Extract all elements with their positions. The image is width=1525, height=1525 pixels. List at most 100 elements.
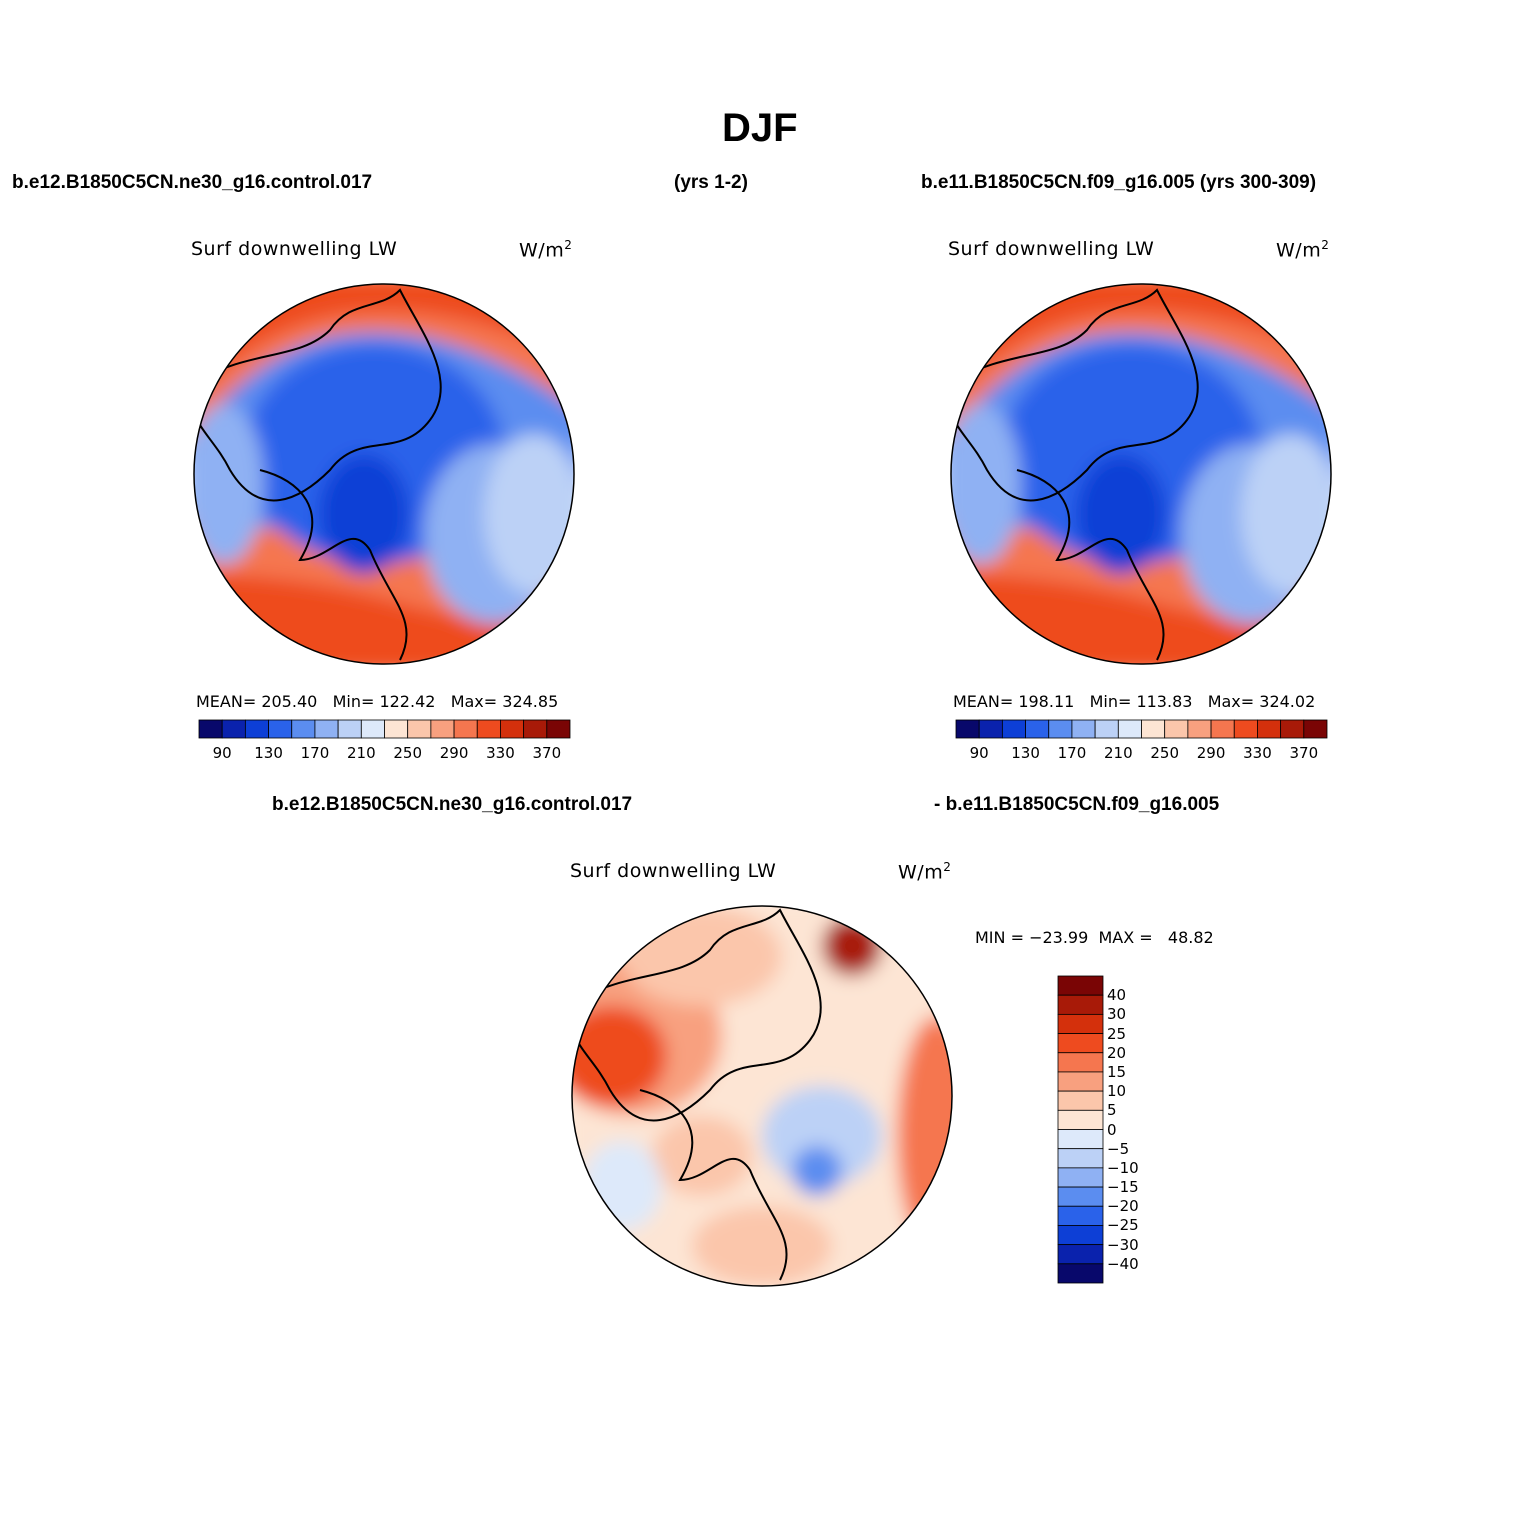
colorbar-tick-label: 290: [1196, 744, 1226, 762]
panel1-units: W/m: [519, 239, 565, 262]
colorbar-tick-label: −25: [1107, 1216, 1139, 1235]
colorbar-swatch: [500, 719, 525, 739]
panel2-colorbar: [955, 719, 1328, 739]
panel2-units-label: W/m2: [1276, 238, 1329, 261]
colorbar-swatch: [1187, 719, 1212, 739]
colorbar-tick-label: 330: [486, 744, 515, 762]
colorbar-tick-label: 15: [1107, 1062, 1127, 1081]
colorbar-tick-label: 170: [1057, 744, 1087, 762]
panel2-stats: MEAN= 198.11 Min= 113.83 Max= 324.02: [953, 692, 1316, 711]
colorbar-swatch: [1233, 719, 1258, 739]
colorbar-swatch: [978, 719, 1003, 739]
colorbar-tick-label: −30: [1107, 1235, 1139, 1254]
panel3-colorbar: [1057, 975, 1104, 1284]
panel3-map: [571, 905, 953, 1287]
panel1-units-exponent: 2: [564, 238, 573, 252]
colorbar-swatch: [453, 719, 478, 739]
colorbar-tick-label: 370: [532, 744, 562, 762]
panel2-units: W/m: [1276, 239, 1322, 262]
colorbar-swatch: [1048, 719, 1073, 739]
colorbar-swatch: [1057, 1148, 1104, 1169]
right-case-header: b.e11.B1850C5CN.f09_g16.005 (yrs 300-309…: [921, 172, 1317, 193]
colorbar-swatch: [1001, 719, 1026, 739]
panel3-units: W/m: [898, 861, 944, 884]
colorbar-tick-label: −5: [1107, 1139, 1130, 1158]
panel3-stats: MIN = −23.99 MAX = 48.82: [975, 928, 1214, 947]
colorbar-tick-label: −15: [1107, 1178, 1139, 1197]
colorbar-tick-label: 370: [1289, 744, 1319, 762]
colorbar-swatch: [1057, 1052, 1104, 1073]
colorbar-swatch: [1303, 719, 1328, 739]
colorbar-swatch: [1057, 975, 1104, 996]
colorbar-swatch: [221, 719, 246, 739]
colorbar-swatch: [430, 719, 455, 739]
panel3-units-exponent: 2: [943, 860, 952, 874]
colorbar-tick-label: −10: [1107, 1158, 1139, 1177]
colorbar-swatch: [1025, 719, 1050, 739]
colorbar-tick-label: 250: [393, 744, 422, 762]
colorbar-swatch: [1057, 1129, 1104, 1150]
colorbar-swatch: [1164, 719, 1189, 739]
colorbar-tick-label: 20: [1107, 1043, 1127, 1062]
colorbar-swatch: [1057, 1167, 1104, 1188]
colorbar-tick-label: 130: [254, 744, 283, 762]
colorbar-tick-label: 90: [212, 744, 232, 762]
colorbar-tick-label: 30: [1107, 1005, 1127, 1024]
diff-case-right: - b.e11.B1850C5CN.f09_g16.005: [934, 794, 1220, 815]
colorbar-tick-label: 90: [969, 744, 989, 762]
panel2-variable-label: Surf downwelling LW: [948, 238, 1155, 260]
diff-case-left: b.e12.B1850C5CN.ne30_g16.control.017: [272, 794, 633, 815]
colorbar-swatch: [360, 719, 385, 739]
colorbar-swatch: [198, 719, 223, 739]
colorbar-swatch: [1141, 719, 1166, 739]
colorbar-swatch: [955, 719, 980, 739]
colorbar-swatch: [1057, 1090, 1104, 1111]
colorbar-swatch: [523, 719, 548, 739]
colorbar-swatch: [1057, 1109, 1104, 1130]
colorbar-tick-label: 170: [300, 744, 330, 762]
colorbar-swatch: [1210, 719, 1235, 739]
colorbar-swatch: [1057, 994, 1104, 1015]
colorbar-swatch: [546, 719, 571, 739]
colorbar-swatch: [314, 719, 339, 739]
panel3-variable-label: Surf downwelling LW: [570, 860, 777, 882]
colorbar-swatch: [1257, 719, 1282, 739]
colorbar-tick-label: 25: [1107, 1024, 1127, 1043]
left-case-years: (yrs 1-2): [674, 172, 748, 193]
colorbar-tick-label: 210: [346, 744, 376, 762]
panel1-stats: MEAN= 205.40 Min= 122.42 Max= 324.85: [196, 692, 559, 711]
colorbar-swatch: [1094, 719, 1119, 739]
colorbar-swatch: [1057, 1225, 1104, 1246]
colorbar-swatch: [337, 719, 362, 739]
panel1-variable-label: Surf downwelling LW: [191, 238, 398, 260]
colorbar-tick-label: 330: [1243, 744, 1272, 762]
colorbar-swatch: [291, 719, 316, 739]
colorbar-swatch: [1280, 719, 1305, 739]
colorbar-swatch: [1057, 1263, 1104, 1284]
colorbar-swatch: [1057, 1071, 1104, 1092]
colorbar-tick-label: −40: [1107, 1254, 1139, 1273]
left-case-header: b.e12.B1850C5CN.ne30_g16.control.017: [12, 172, 373, 193]
colorbar-swatch: [1057, 1205, 1104, 1226]
colorbar-swatch: [407, 719, 432, 739]
colorbar-swatch: [1057, 1013, 1104, 1034]
panel1-units-label: W/m2: [519, 238, 572, 261]
panel2-map: [950, 283, 1332, 665]
colorbar-swatch: [476, 719, 501, 739]
colorbar-swatch: [1071, 719, 1096, 739]
colorbar-tick-label: −20: [1107, 1197, 1139, 1216]
colorbar-swatch: [268, 719, 293, 739]
panel2-units-exponent: 2: [1321, 238, 1330, 252]
colorbar-tick-label: 130: [1011, 744, 1040, 762]
colorbar-swatch: [1057, 1244, 1104, 1265]
colorbar-tick-label: 290: [439, 744, 469, 762]
colorbar-swatch: [1057, 1033, 1104, 1054]
colorbar-tick-label: 210: [1103, 744, 1133, 762]
colorbar-tick-label: 0: [1107, 1120, 1117, 1139]
colorbar-swatch: [244, 719, 269, 739]
colorbar-swatch: [1117, 719, 1142, 739]
panel1-colorbar: [198, 719, 571, 739]
panel3-units-label: W/m2: [898, 860, 951, 883]
colorbar-tick-label: 40: [1107, 986, 1127, 1005]
